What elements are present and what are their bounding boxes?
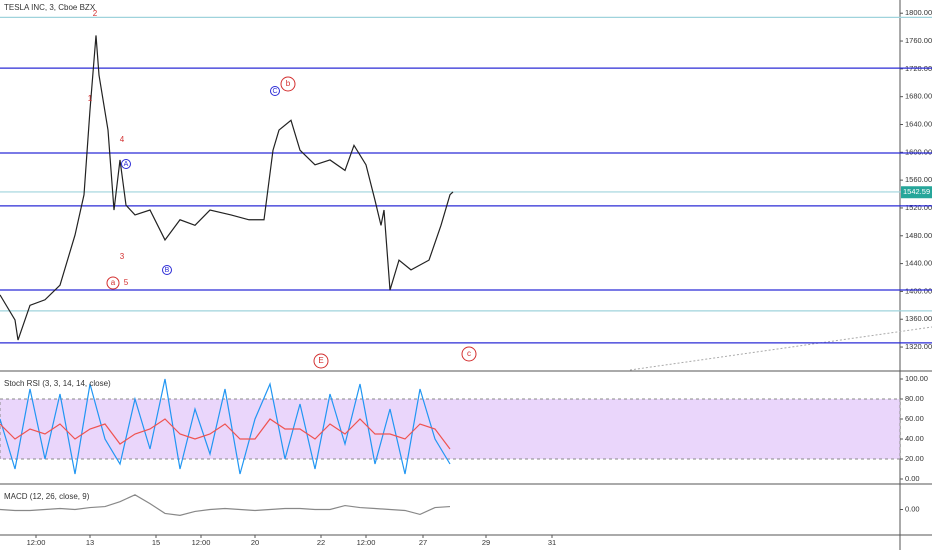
y-tick-label: 80.00 [905,394,924,403]
y-tick-label: 1680.00 [905,92,932,101]
y-tick-label: 60.00 [905,414,924,423]
y-tick-label: 100.00 [905,374,928,383]
y-tick-label: 1760.00 [905,36,932,45]
wave-label: 3 [120,252,125,261]
wave-label: 5 [124,278,129,287]
y-tick-label: 1480.00 [905,231,932,240]
x-tick-label: 29 [482,538,490,547]
x-tick-label: 12:00 [357,538,376,547]
x-tick-label: 20 [251,538,259,547]
x-tick-label: 27 [419,538,427,547]
x-tick-label: 31 [548,538,556,547]
y-tick-label: 40.00 [905,434,924,443]
x-tick-label: 13 [86,538,94,547]
macd-title: MACD (12, 26, close, 9) [4,492,90,501]
last-price-tag [901,186,932,199]
x-tick-label: 22 [317,538,325,547]
series-line [0,418,451,450]
wave-label: E [318,356,323,365]
wave-label: 1 [88,94,93,103]
wave-circle [461,346,477,362]
x-tick-label: 15 [152,538,160,547]
wave-label: c [467,349,471,358]
y-tick-label: 1320.00 [905,342,932,351]
series-line [0,35,454,341]
wave-label: b [286,79,291,88]
wave-circle [162,265,172,275]
wave-label: B [165,267,170,274]
wave-labels: 2 1 4 3 5 a A B b C E c [88,9,477,369]
title: TESLA INC, 3, Cboe BZX [4,3,96,12]
wave-circle [106,276,120,290]
wave-circle [313,353,329,369]
wave-circle [280,76,296,92]
series-line [0,378,451,475]
y-tick-label: 20.00 [905,454,924,463]
y-tick-label: 0.00 [905,474,920,483]
last-price-label: 1542.59 [903,187,930,196]
wave-circle [121,159,131,169]
trend-line [629,326,932,371]
y-tick-label: 1600.00 [905,147,932,156]
x-tick-label: 12:00 [192,538,211,547]
y-tick-label: 1640.00 [905,119,932,128]
wave-label: C [272,88,277,95]
wave-circle [270,86,280,96]
y-tick-label: 1400.00 [905,286,932,295]
band [0,398,901,460]
stoch-title: Stoch RSI (3, 3, 14, 14, close) [4,379,111,388]
series-line [0,494,451,516]
y-tick-label: 0.00 [905,504,920,513]
wave-label: A [124,161,129,168]
wave-label: a [111,278,116,287]
wave-label: 2 [93,9,98,18]
y-tick-label: 1520.00 [905,203,932,212]
wave-label: 4 [120,135,125,144]
y-tick-label: 1360.00 [905,314,932,323]
y-tick-label: 1560.00 [905,175,932,184]
y-tick-label: 1800.00 [905,8,932,17]
y-tick-label: 1440.00 [905,259,932,268]
x-tick-label: 12:00 [27,538,46,547]
